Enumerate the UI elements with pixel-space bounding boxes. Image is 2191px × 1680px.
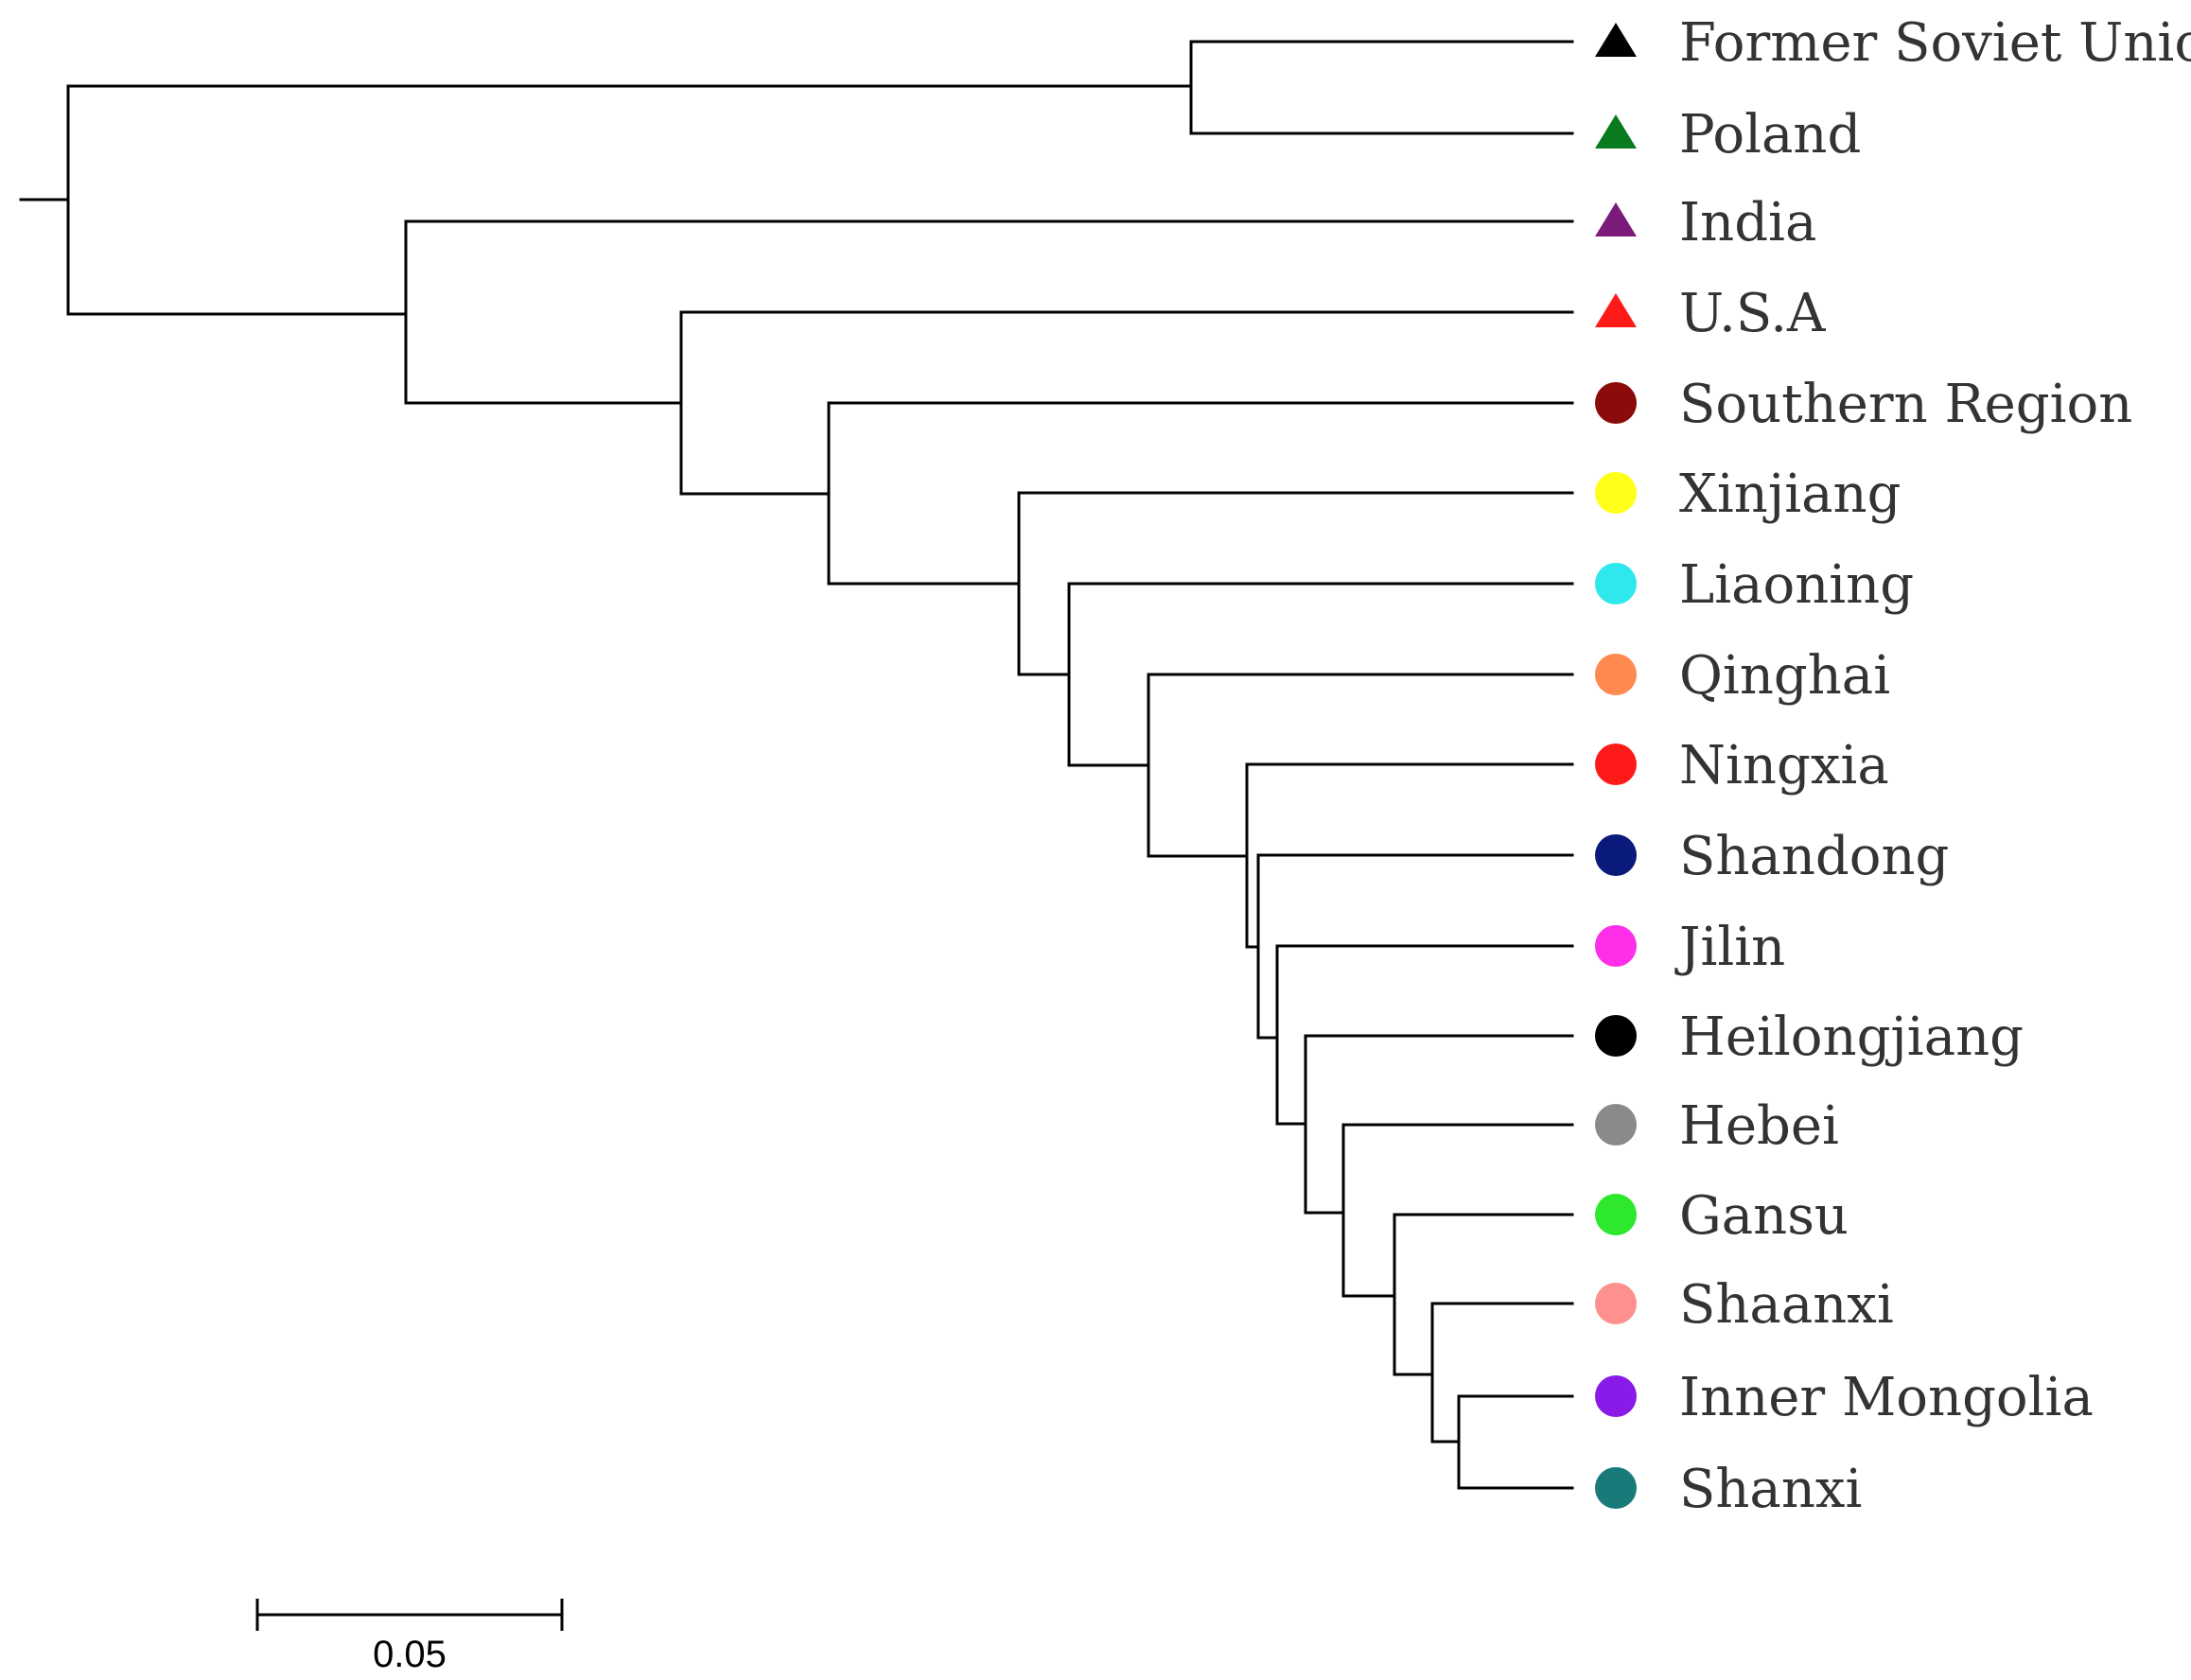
tip-label-heilongjiang: Heilongjiang [1679, 1006, 2024, 1068]
former-soviet-union-triangle-marker [1595, 23, 1637, 57]
southern-region-circle-marker [1595, 382, 1637, 424]
tip-label-liaoning: Liaoning [1679, 554, 1914, 616]
tip-label-u-s-a: U.S.A [1679, 283, 1826, 344]
tree-branches [19, 40, 1574, 1490]
tip-label-shaanxi: Shaanxi [1679, 1274, 1894, 1336]
shaanxi-circle-marker [1595, 1283, 1637, 1324]
tree-tips: Former Soviet Union Poland India U.S.A South… [1595, 12, 2191, 1520]
liaoning-circle-marker [1595, 563, 1637, 604]
tip-label-xinjiang: Xinjiang [1679, 464, 1901, 525]
tip-label-ningxia: Ningxia [1679, 735, 1889, 796]
tip-label-inner-mongolia: Inner Mongolia [1679, 1367, 2094, 1428]
tip-label-shanxi: Shanxi [1679, 1459, 1862, 1520]
u-s-a-triangle-marker [1595, 293, 1637, 327]
heilongjiang-circle-marker [1595, 1015, 1637, 1057]
scale-bar-label: 0.05 [373, 1634, 447, 1675]
xinjiang-circle-marker [1595, 472, 1637, 514]
qinghai-circle-marker [1595, 654, 1637, 695]
hebei-circle-marker [1595, 1104, 1637, 1146]
inner-mongolia-circle-marker [1595, 1375, 1637, 1417]
scale-bar: 0.05 [255, 1599, 564, 1675]
poland-triangle-marker [1595, 114, 1637, 149]
tip-label-shandong: Shandong [1679, 826, 1949, 887]
ningxia-circle-marker [1595, 744, 1637, 785]
shandong-circle-marker [1595, 834, 1637, 876]
tip-label-qinghai: Qinghai [1679, 645, 1890, 707]
gansu-circle-marker [1595, 1194, 1637, 1235]
jilin-circle-marker [1595, 925, 1637, 967]
tip-label-gansu: Gansu [1679, 1185, 1849, 1247]
tip-label-poland: Poland [1679, 104, 1861, 166]
shanxi-circle-marker [1595, 1467, 1637, 1509]
tip-label-jilin: Jilin [1674, 917, 1785, 978]
tip-label-hebei: Hebei [1679, 1095, 1839, 1157]
tip-label-former-soviet-union: Former Soviet Union [1679, 12, 2191, 74]
india-triangle-marker [1595, 202, 1637, 236]
tip-label-southern-region: Southern Region [1679, 374, 2132, 435]
tip-label-india: India [1679, 192, 1816, 254]
